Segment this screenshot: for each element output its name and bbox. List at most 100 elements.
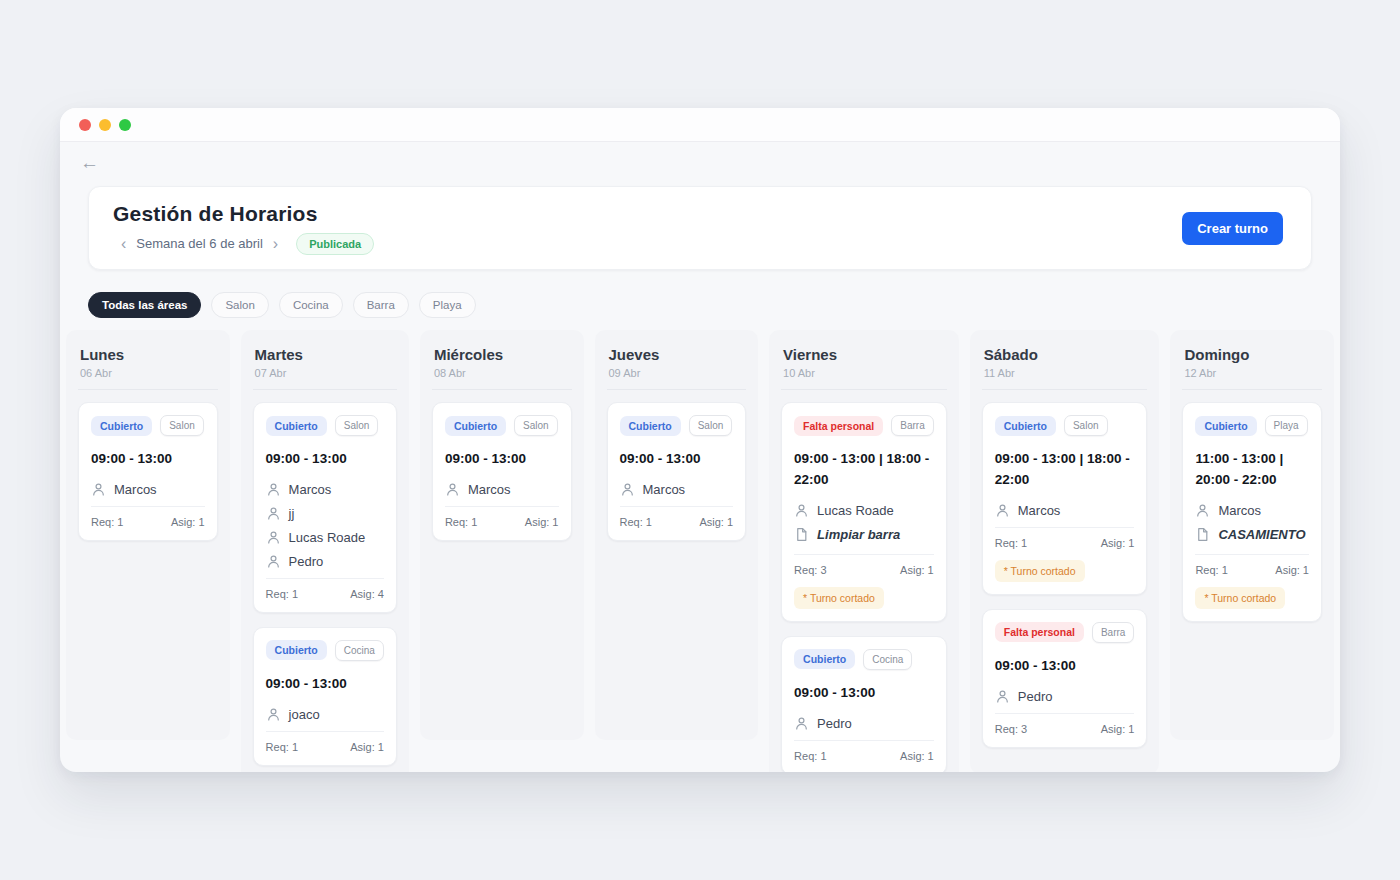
shift-status-badge: Cubierto <box>620 416 681 436</box>
person-name: Marcos <box>1018 503 1061 518</box>
week-navigation: ‹ Semana del 6 de abril › Publicada <box>119 233 374 255</box>
shift-card[interactable]: Cubierto Salon 09:00 - 13:00 Marcos Req:… <box>432 402 572 541</box>
person-name: Lucas Roade <box>817 503 894 518</box>
shift-card[interactable]: Cubierto Salon 09:00 - 13:00 Marcos jj L… <box>253 402 397 613</box>
filter-cocina[interactable]: Cocina <box>279 292 343 318</box>
shift-badges: Cubierto Salon <box>91 415 205 436</box>
person-icon <box>266 506 281 521</box>
shift-required-count: Req: 1 <box>1195 564 1227 576</box>
shift-card[interactable]: Cubierto Salon 09:00 - 13:00 Marcos Req:… <box>607 402 747 541</box>
week-board: Lunes 06 Abr Cubierto Salon 09:00 - 13:0… <box>60 318 1340 772</box>
shift-area-badge: Salon <box>335 415 379 436</box>
person-name: Pedro <box>289 554 324 569</box>
day-column-jueves: Jueves 09 Abr Cubierto Salon 09:00 - 13:… <box>595 330 759 740</box>
day-name: Martes <box>255 346 395 363</box>
shift-people-list: Marcos <box>91 482 205 497</box>
shift-required-count: Req: 1 <box>995 537 1027 549</box>
shift-required-count: Req: 1 <box>266 741 298 753</box>
day-column-domingo: Domingo 12 Abr Cubierto Playa 11:00 - 13… <box>1170 330 1334 740</box>
shift-time: 09:00 - 13:00 <box>995 656 1135 677</box>
shift-time: 09:00 - 13:00 <box>91 449 205 470</box>
shift-people-list: Marcos jj Lucas Roade Pedro <box>266 482 384 569</box>
shift-card[interactable]: Cubierto Cocina 09:00 - 13:00 joaco Req:… <box>253 627 397 766</box>
shift-badges: Cubierto Salon <box>266 415 384 436</box>
shift-time: 09:00 - 13:00 <box>794 683 934 704</box>
day-header: Lunes 06 Abr <box>78 342 218 390</box>
person-name: Marcos <box>114 482 157 497</box>
day-date: 11 Abr <box>984 367 1146 379</box>
shift-badges: Cubierto Salon <box>620 415 734 436</box>
shift-assigned-count: Asig: 4 <box>350 588 384 600</box>
day-name: Lunes <box>80 346 216 363</box>
day-shifts: Cubierto Playa 11:00 - 13:00 | 20:00 - 2… <box>1182 402 1322 622</box>
person-name: Marcos <box>468 482 511 497</box>
next-week-button[interactable]: › <box>271 237 280 251</box>
shift-area-badge: Salon <box>160 415 204 436</box>
shift-area-badge: Barra <box>891 415 933 436</box>
shift-badges: Cubierto Cocina <box>794 649 934 670</box>
person-icon <box>91 482 106 497</box>
day-column-martes: Martes 07 Abr Cubierto Salon 09:00 - 13:… <box>241 330 409 772</box>
shift-area-badge: Barra <box>1092 622 1134 643</box>
shift-people-list: Marcos <box>620 482 734 497</box>
back-icon[interactable]: ← <box>80 153 99 173</box>
day-shifts: Cubierto Salon 09:00 - 13:00 Marcos jj L… <box>253 402 397 766</box>
shift-footer: Req: 1 Asig: 1 <box>995 527 1135 549</box>
shift-assigned-count: Asig: 1 <box>699 516 733 528</box>
shift-card[interactable]: Cubierto Cocina 09:00 - 13:00 Pedro Req:… <box>781 636 947 772</box>
filter-todas-las-areas[interactable]: Todas las áreas <box>88 292 201 318</box>
shift-person-row: Pedro <box>995 689 1135 704</box>
shift-status-badge: Cubierto <box>266 640 327 660</box>
shift-card[interactable]: Cubierto Salon 09:00 - 13:00 | 18:00 - 2… <box>982 402 1148 595</box>
day-name: Jueves <box>609 346 745 363</box>
day-name: Domingo <box>1184 346 1320 363</box>
shift-footer: Req: 1 Asig: 1 <box>620 506 734 528</box>
shift-footer: Req: 1 Asig: 1 <box>1195 554 1309 576</box>
shift-card[interactable]: Falta personal Barra 09:00 - 13:00 | 18:… <box>781 402 947 622</box>
day-date: 08 Abr <box>434 367 570 379</box>
person-name: Pedro <box>817 716 852 731</box>
create-shift-button[interactable]: Crear turno <box>1182 212 1283 245</box>
shift-card[interactable]: Cubierto Salon 09:00 - 13:00 Marcos Req:… <box>78 402 218 541</box>
person-name: Lucas Roade <box>289 530 366 545</box>
shift-person-row: Marcos <box>445 482 559 497</box>
shift-person-row: Marcos <box>620 482 734 497</box>
day-shifts: Cubierto Salon 09:00 - 13:00 Marcos Req:… <box>432 402 572 541</box>
filter-barra[interactable]: Barra <box>353 292 409 318</box>
shift-time: 11:00 - 13:00 | 20:00 - 22:00 <box>1195 449 1309 491</box>
day-shifts: Falta personal Barra 09:00 - 13:00 | 18:… <box>781 402 947 772</box>
shift-note-text: CASAMIENTO <box>1218 527 1305 542</box>
minimize-window-button[interactable] <box>99 119 111 131</box>
shift-person-row: jj <box>266 506 384 521</box>
shift-badges: Cubierto Salon <box>995 415 1135 436</box>
person-name: jj <box>289 506 295 521</box>
shift-area-badge: Cocina <box>863 649 912 670</box>
shift-people-list: Marcos <box>995 503 1135 518</box>
close-window-button[interactable] <box>79 119 91 131</box>
shift-status-badge: Cubierto <box>1195 416 1256 436</box>
shift-note: Limpiar barra <box>794 527 934 542</box>
day-name: Miércoles <box>434 346 570 363</box>
day-date: 09 Abr <box>609 367 745 379</box>
person-icon <box>1195 503 1210 518</box>
person-icon <box>266 707 281 722</box>
shift-badges: Cubierto Salon <box>445 415 559 436</box>
shift-person-row: Pedro <box>794 716 934 731</box>
person-name: Pedro <box>1018 689 1053 704</box>
day-column-sabado: Sábado 11 Abr Cubierto Salon 09:00 - 13:… <box>970 330 1160 772</box>
filter-playa[interactable]: Playa <box>419 292 476 318</box>
prev-week-button[interactable]: ‹ <box>119 237 128 251</box>
filter-salon[interactable]: Salon <box>211 292 268 318</box>
shift-card[interactable]: Cubierto Playa 11:00 - 13:00 | 20:00 - 2… <box>1182 402 1322 622</box>
shift-status-badge: Cubierto <box>266 416 327 436</box>
shift-footer: Req: 1 Asig: 1 <box>91 506 205 528</box>
maximize-window-button[interactable] <box>119 119 131 131</box>
day-shifts: Cubierto Salon 09:00 - 13:00 | 18:00 - 2… <box>982 402 1148 748</box>
shift-card[interactable]: Falta personal Barra 09:00 - 13:00 Pedro… <box>982 609 1148 748</box>
shift-note-text: Limpiar barra <box>817 527 900 542</box>
shift-required-count: Req: 1 <box>794 750 826 762</box>
shift-badges: Falta personal Barra <box>995 622 1135 643</box>
shift-person-row: Marcos <box>266 482 384 497</box>
person-icon <box>266 554 281 569</box>
shift-time: 09:00 - 13:00 <box>620 449 734 470</box>
